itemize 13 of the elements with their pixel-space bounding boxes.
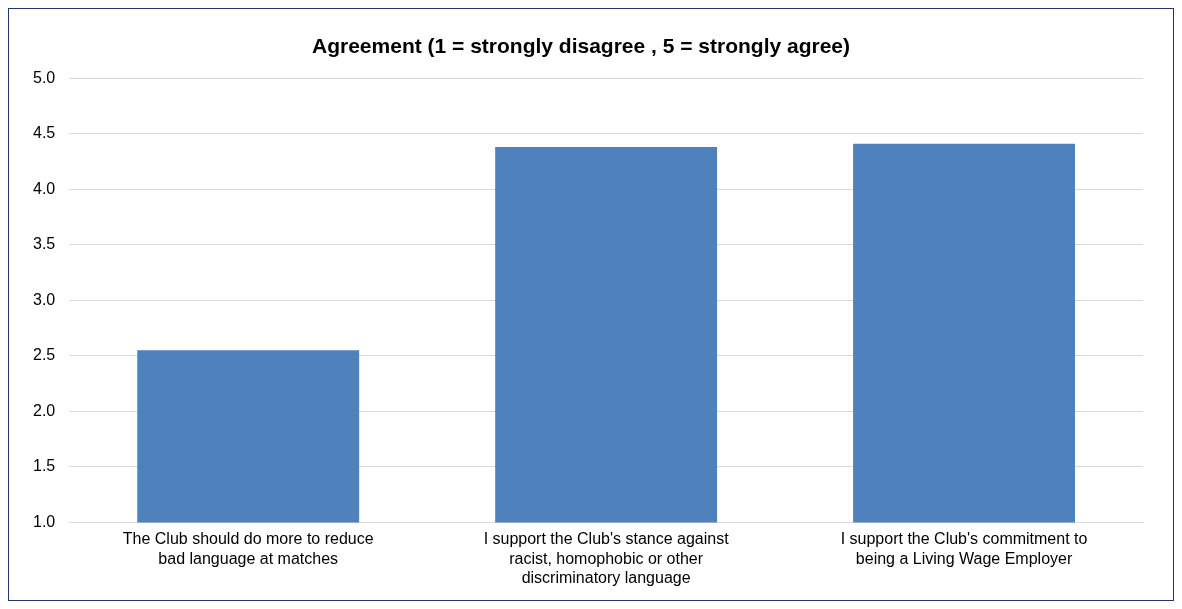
y-tick-label: 3.5 [32,235,56,253]
y-tick-label: 1.0 [32,512,56,530]
y-tick-label: 1.5 [32,457,56,475]
x-tick-label: The Club should do more to reduce bad language at matches [122,530,374,567]
y-tick-label: 2.0 [32,401,56,419]
chart-title: Agreement (1 = strongly disagree , 5 = strongly agree) [311,34,851,58]
y-tick-label: 3.0 [32,290,56,308]
y-tick-label: 4.0 [32,179,56,197]
y-tick-label: 5.0 [32,68,56,86]
x-tick-label: I support the Club's commitment to being a Living Wage Employer [840,530,1088,567]
x-tick-label: I support the Club's stance against racist, homophobic or other discriminatory language [483,530,730,586]
y-tick-label: 4.5 [32,124,56,142]
y-tick-label: 2.5 [32,346,56,364]
